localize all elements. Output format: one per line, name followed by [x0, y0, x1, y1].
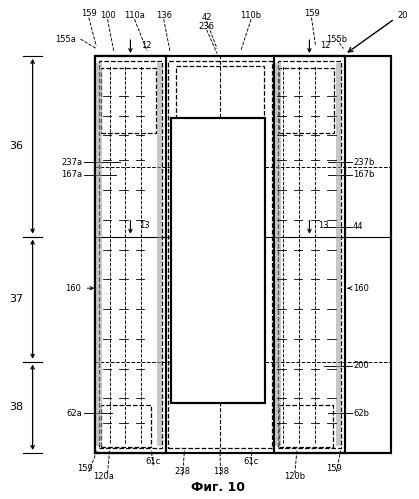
Text: 136: 136: [156, 11, 172, 20]
Bar: [275, 63, 281, 446]
Bar: [168, 61, 272, 448]
Bar: [95, 56, 391, 453]
Text: 61c: 61c: [146, 458, 161, 467]
Text: 26: 26: [212, 365, 224, 374]
Bar: [274, 56, 345, 453]
Text: 202: 202: [191, 256, 208, 265]
Text: 159: 159: [326, 465, 342, 474]
Text: 120b: 120b: [284, 472, 305, 481]
Text: 62b: 62b: [353, 409, 369, 418]
Text: 155a: 155a: [55, 34, 76, 43]
Bar: [279, 68, 334, 133]
Bar: [95, 56, 391, 453]
Text: 44: 44: [353, 222, 364, 231]
Text: 42: 42: [202, 13, 212, 22]
Text: 13: 13: [140, 221, 150, 230]
Bar: [274, 56, 345, 453]
Bar: [95, 56, 166, 453]
Bar: [176, 66, 264, 153]
Text: 36: 36: [9, 141, 23, 151]
Text: 102: 102: [228, 256, 246, 265]
Text: 238: 238: [174, 467, 191, 477]
Text: 100: 100: [100, 11, 115, 20]
Text: 120a: 120a: [93, 472, 114, 481]
Text: 38: 38: [9, 402, 23, 412]
Bar: [171, 118, 265, 403]
Text: 13: 13: [318, 221, 329, 230]
Text: 159: 159: [304, 9, 319, 18]
Text: 110b: 110b: [241, 11, 262, 20]
Text: 61c: 61c: [243, 458, 259, 467]
Text: 237b: 237b: [353, 158, 375, 167]
Text: 159: 159: [77, 465, 93, 474]
Text: Фиг. 10: Фиг. 10: [191, 481, 245, 494]
Text: 167b: 167b: [353, 170, 375, 179]
Bar: [278, 61, 341, 448]
Text: 167a: 167a: [62, 170, 83, 179]
Text: 62a: 62a: [67, 409, 83, 418]
Bar: [279, 405, 333, 447]
Text: 159: 159: [81, 9, 97, 18]
Text: 160: 160: [353, 284, 369, 293]
Text: 237a: 237a: [62, 158, 83, 167]
Text: 236: 236: [199, 21, 215, 31]
Bar: [99, 61, 162, 448]
Bar: [101, 405, 151, 447]
Text: 20: 20: [398, 11, 408, 20]
Bar: [101, 68, 156, 133]
Text: 110a: 110a: [124, 11, 145, 20]
Text: 12: 12: [320, 40, 330, 49]
Text: 12: 12: [141, 40, 151, 49]
Text: 138: 138: [213, 467, 229, 477]
Bar: [336, 63, 341, 446]
Text: 200: 200: [353, 361, 369, 370]
Text: 37: 37: [9, 294, 23, 304]
Text: 160: 160: [65, 284, 80, 293]
Bar: [157, 63, 162, 446]
Bar: [171, 118, 265, 403]
Text: 155b: 155b: [326, 34, 347, 43]
Bar: [95, 56, 166, 453]
Bar: [96, 63, 102, 446]
